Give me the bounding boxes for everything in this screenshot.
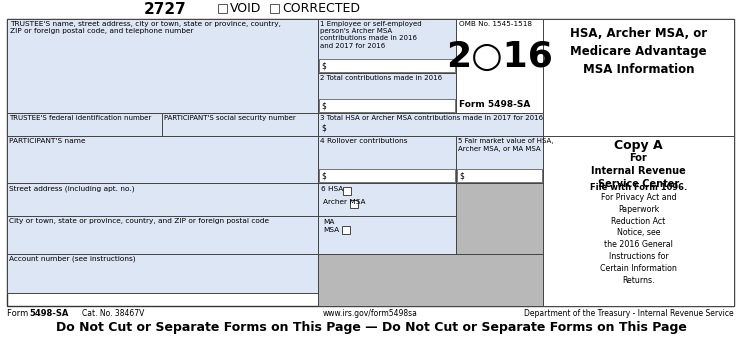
Text: $: $ [459, 172, 464, 181]
Text: 2 Total contributions made in 2016: 2 Total contributions made in 2016 [320, 75, 442, 81]
Bar [318, 73, 456, 113]
Text: 3 Total HSA or Archer MSA contributions made in 2017 for 2016: 3 Total HSA or Archer MSA contributions … [320, 115, 543, 121]
Bar [7, 113, 162, 136]
Text: TRUSTEE'S federal identification number: TRUSTEE'S federal identification number [9, 115, 151, 121]
Text: 1 Employee or self-employed
person's Archer MSA
contributions made in 2016
and 2: 1 Employee or self-employed person's Arc… [320, 21, 422, 49]
Text: 4 Rollover contributions: 4 Rollover contributions [320, 138, 408, 144]
Bar [319, 58, 455, 72]
Bar [456, 136, 543, 183]
Text: Street address (including apt. no.): Street address (including apt. no.) [9, 185, 135, 191]
Text: Cat. No. 38467V: Cat. No. 38467V [82, 309, 144, 318]
Text: Archer MSA: Archer MSA [323, 199, 365, 205]
Text: Copy A: Copy A [614, 139, 662, 152]
Text: TRUSTEE'S name, street address, city or town, state or province, country,
ZIP or: TRUSTEE'S name, street address, city or … [10, 21, 281, 35]
Text: $: $ [321, 102, 326, 111]
Text: Department of the Treasury - Internal Revenue Service: Department of the Treasury - Internal Re… [525, 309, 734, 318]
Bar [7, 183, 318, 216]
Bar [319, 169, 455, 182]
Bar [7, 254, 318, 293]
Text: Do Not Cut or Separate Forms on This Page — Do Not Cut or Separate Forms on This: Do Not Cut or Separate Forms on This Pag… [56, 321, 686, 334]
Text: 2○16: 2○16 [446, 40, 553, 74]
Text: PARTICIPANT'S name: PARTICIPANT'S name [9, 138, 85, 144]
Bar [543, 19, 734, 136]
Bar [456, 19, 543, 113]
Text: PARTICIPANT'S social security number: PARTICIPANT'S social security number [164, 115, 296, 121]
Text: 5 Fair market value of HSA,
Archer MSA, or MA MSA: 5 Fair market value of HSA, Archer MSA, … [458, 138, 554, 152]
Text: $: $ [321, 62, 326, 71]
Bar [318, 183, 456, 254]
Text: $: $ [321, 124, 326, 133]
Bar [350, 200, 358, 208]
Bar [318, 113, 543, 136]
Bar [318, 136, 456, 183]
Bar [7, 136, 318, 183]
Bar [7, 19, 734, 306]
Bar [343, 187, 351, 195]
Bar [342, 226, 350, 234]
Bar [7, 216, 318, 254]
Text: MA
MSA: MA MSA [323, 219, 339, 233]
Bar [162, 113, 318, 136]
Bar [318, 254, 543, 306]
Text: 6 HSA: 6 HSA [321, 186, 343, 192]
Text: $: $ [321, 172, 326, 181]
Bar [457, 169, 542, 182]
Bar [7, 19, 318, 113]
Text: VOID: VOID [230, 2, 262, 15]
Text: For
Internal Revenue
Service Center: For Internal Revenue Service Center [591, 153, 686, 189]
Bar [543, 136, 734, 306]
Text: Form 5498-SA: Form 5498-SA [459, 100, 531, 109]
Text: HSA, Archer MSA, or
Medicare Advantage
MSA Information: HSA, Archer MSA, or Medicare Advantage M… [570, 27, 707, 76]
Text: OMB No. 1545-1518: OMB No. 1545-1518 [459, 21, 532, 27]
Text: www.irs.gov/form5498sa: www.irs.gov/form5498sa [322, 309, 417, 318]
Bar [456, 183, 543, 254]
Text: CORRECTED: CORRECTED [282, 2, 360, 15]
Text: 2727: 2727 [144, 2, 187, 17]
Text: For Privacy Act and
Paperwork
Reduction Act
Notice, see
the 2016 General
Instruc: For Privacy Act and Paperwork Reduction … [600, 193, 677, 285]
Bar [218, 4, 227, 13]
Text: City or town, state or province, country, and ZIP or foreign postal code: City or town, state or province, country… [9, 218, 269, 224]
Text: Account number (see instructions): Account number (see instructions) [9, 256, 136, 263]
Text: File with Form 1096.: File with Form 1096. [590, 183, 687, 192]
Bar [318, 19, 456, 73]
Bar [270, 4, 279, 13]
Text: 5498-SA: 5498-SA [29, 309, 68, 318]
Bar [319, 99, 455, 112]
Text: Form: Form [7, 309, 31, 318]
